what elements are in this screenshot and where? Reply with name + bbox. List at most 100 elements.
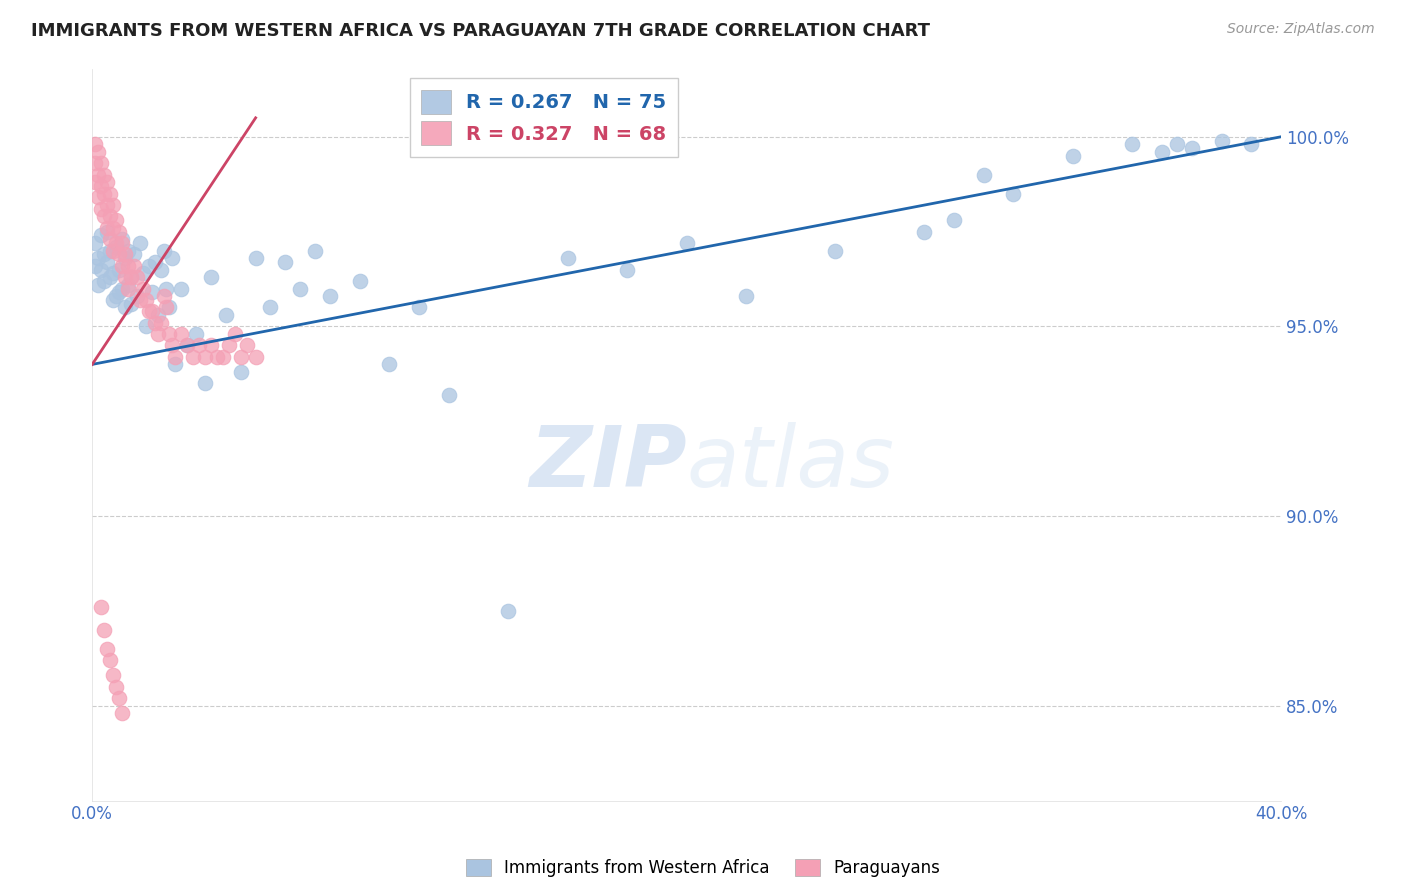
Point bbox=[111, 235, 134, 250]
Point bbox=[87, 145, 110, 159]
Point bbox=[162, 338, 184, 352]
Point bbox=[135, 319, 157, 334]
Point bbox=[125, 289, 148, 303]
Point bbox=[557, 251, 579, 265]
Point bbox=[93, 623, 115, 637]
Point bbox=[152, 289, 174, 303]
Point bbox=[149, 316, 172, 330]
Point bbox=[215, 308, 238, 322]
Point bbox=[84, 259, 107, 273]
Point bbox=[245, 251, 267, 265]
Point bbox=[114, 247, 136, 261]
Point bbox=[104, 213, 127, 227]
Point bbox=[90, 202, 112, 216]
Point bbox=[218, 338, 240, 352]
Point bbox=[96, 255, 118, 269]
Point bbox=[98, 244, 121, 258]
Point bbox=[111, 706, 134, 721]
Point bbox=[84, 156, 107, 170]
Point bbox=[143, 316, 166, 330]
Point bbox=[131, 266, 153, 280]
Point bbox=[125, 270, 148, 285]
Point bbox=[973, 168, 995, 182]
Point bbox=[245, 350, 267, 364]
Point bbox=[943, 213, 966, 227]
Point bbox=[108, 262, 131, 277]
Point bbox=[93, 168, 115, 182]
Point bbox=[304, 244, 326, 258]
Point bbox=[122, 247, 145, 261]
Point bbox=[290, 281, 312, 295]
Point bbox=[98, 186, 121, 201]
Point bbox=[1121, 137, 1143, 152]
Point bbox=[108, 691, 131, 706]
Point bbox=[675, 235, 697, 250]
Point bbox=[186, 326, 208, 341]
Point bbox=[108, 285, 131, 300]
Point bbox=[128, 293, 150, 307]
Point bbox=[111, 259, 134, 273]
Point bbox=[200, 338, 222, 352]
Point bbox=[120, 270, 142, 285]
Point bbox=[319, 289, 342, 303]
Point bbox=[87, 168, 110, 182]
Point bbox=[84, 235, 107, 250]
Point bbox=[90, 156, 112, 170]
Point bbox=[93, 210, 115, 224]
Point bbox=[224, 326, 246, 341]
Point bbox=[912, 225, 935, 239]
Point bbox=[117, 259, 139, 273]
Point bbox=[101, 244, 124, 258]
Point bbox=[101, 220, 124, 235]
Point bbox=[101, 266, 124, 280]
Point bbox=[235, 338, 257, 352]
Point bbox=[1181, 141, 1204, 155]
Point bbox=[1062, 149, 1084, 163]
Point bbox=[141, 285, 163, 300]
Point bbox=[120, 296, 142, 310]
Point bbox=[181, 350, 204, 364]
Point bbox=[616, 262, 638, 277]
Point bbox=[96, 225, 118, 239]
Point bbox=[108, 225, 131, 239]
Point bbox=[101, 293, 124, 307]
Point bbox=[90, 228, 112, 243]
Point bbox=[87, 190, 110, 204]
Point bbox=[111, 281, 134, 295]
Point bbox=[200, 270, 222, 285]
Point bbox=[114, 270, 136, 285]
Point bbox=[117, 277, 139, 292]
Point bbox=[96, 198, 118, 212]
Point bbox=[146, 308, 169, 322]
Point bbox=[152, 244, 174, 258]
Point bbox=[162, 251, 184, 265]
Point bbox=[98, 232, 121, 246]
Point bbox=[111, 232, 134, 246]
Point bbox=[135, 293, 157, 307]
Point bbox=[176, 338, 198, 352]
Point bbox=[349, 274, 371, 288]
Text: Source: ZipAtlas.com: Source: ZipAtlas.com bbox=[1227, 22, 1375, 37]
Legend: R = 0.267   N = 75, R = 0.327   N = 68: R = 0.267 N = 75, R = 0.327 N = 68 bbox=[409, 78, 678, 157]
Point bbox=[155, 281, 177, 295]
Point bbox=[229, 365, 252, 379]
Point bbox=[1166, 137, 1188, 152]
Point bbox=[98, 210, 121, 224]
Point bbox=[176, 338, 198, 352]
Point bbox=[122, 259, 145, 273]
Point bbox=[84, 137, 107, 152]
Point bbox=[149, 262, 172, 277]
Point bbox=[90, 262, 112, 277]
Point bbox=[104, 235, 127, 250]
Point bbox=[120, 270, 142, 285]
Point bbox=[96, 220, 118, 235]
Point bbox=[108, 247, 131, 261]
Point bbox=[93, 247, 115, 261]
Point bbox=[128, 235, 150, 250]
Point bbox=[98, 270, 121, 285]
Point bbox=[159, 326, 181, 341]
Point bbox=[165, 350, 187, 364]
Point bbox=[117, 281, 139, 295]
Point bbox=[131, 281, 153, 295]
Text: ZIP: ZIP bbox=[529, 422, 686, 506]
